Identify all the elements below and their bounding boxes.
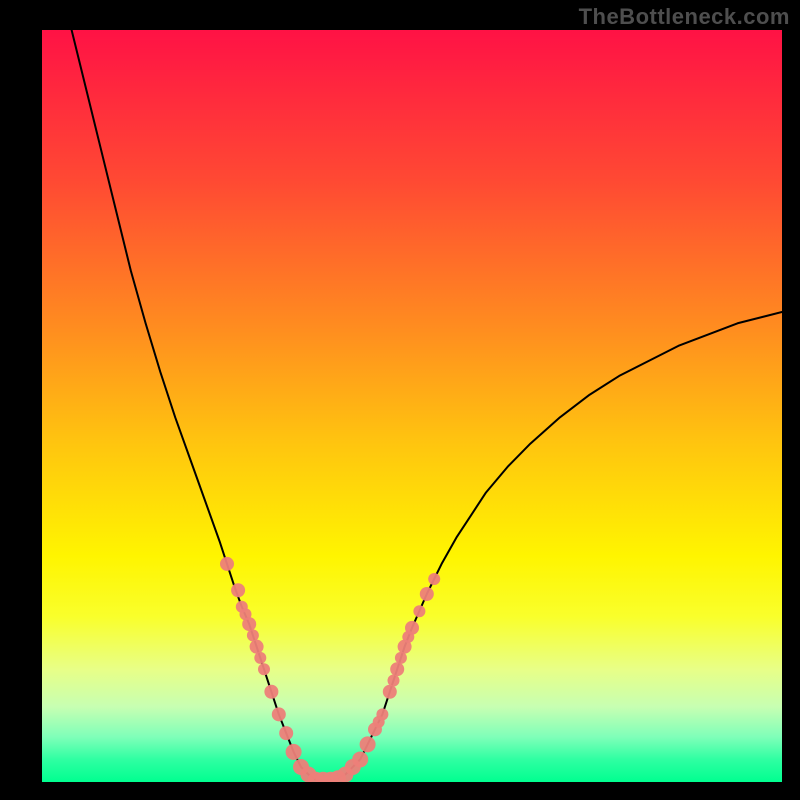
data-marker <box>428 573 440 585</box>
data-marker <box>395 652 407 664</box>
chart-outer-frame: TheBottleneck.com <box>0 0 800 800</box>
plot-area <box>42 30 782 782</box>
data-marker <box>413 605 425 617</box>
data-marker <box>272 707 286 721</box>
data-marker <box>258 663 270 675</box>
bottleneck-curve <box>72 30 782 780</box>
chart-svg <box>42 30 782 782</box>
data-marker <box>250 640 264 654</box>
data-marker <box>420 587 434 601</box>
data-marker <box>220 557 234 571</box>
data-marker <box>383 685 397 699</box>
data-marker <box>352 751 368 767</box>
data-marker <box>376 708 388 720</box>
data-marker <box>231 583 245 597</box>
data-marker <box>247 629 259 641</box>
watermark-text: TheBottleneck.com <box>579 4 790 30</box>
data-marker <box>405 621 419 635</box>
data-marker <box>388 674 400 686</box>
marker-group <box>220 557 440 782</box>
data-marker <box>360 736 376 752</box>
data-marker <box>264 685 278 699</box>
data-marker <box>286 744 302 760</box>
data-marker <box>254 652 266 664</box>
data-marker <box>390 662 404 676</box>
data-marker <box>279 726 293 740</box>
data-marker <box>242 617 256 631</box>
